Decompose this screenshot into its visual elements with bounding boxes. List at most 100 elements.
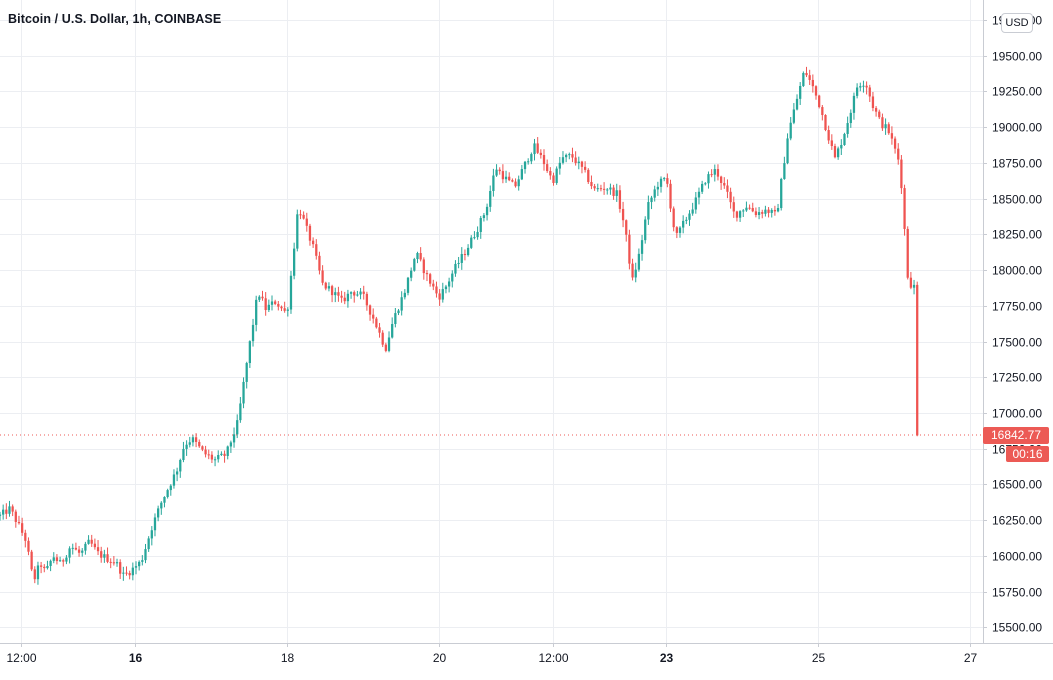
- candle-body: [767, 209, 770, 213]
- candle-body: [274, 301, 277, 304]
- candle-body: [5, 509, 8, 514]
- candle-body: [280, 306, 283, 309]
- candle-body: [232, 434, 236, 443]
- candle-body: [764, 209, 767, 214]
- price-tick-label: 17000.00: [992, 407, 1042, 421]
- candle-body: [514, 181, 517, 187]
- candle-body: [761, 212, 764, 214]
- candle-body: [299, 214, 302, 216]
- candle-body: [245, 363, 248, 382]
- candle-body: [166, 490, 169, 497]
- candle-body: [485, 206, 489, 216]
- candle-body: [495, 169, 498, 176]
- price-tick-label: 19000.00: [992, 121, 1042, 135]
- candle-body: [596, 188, 599, 190]
- candle-body: [783, 163, 786, 180]
- candle-body: [533, 143, 536, 155]
- candle-body: [818, 95, 821, 108]
- candle-body: [906, 228, 909, 278]
- candle-body: [293, 248, 296, 276]
- candle-body: [890, 133, 894, 139]
- candle-body: [571, 154, 574, 158]
- candle-body: [30, 551, 33, 570]
- candle-body: [678, 227, 682, 233]
- candle-body: [236, 420, 239, 435]
- candle-body: [650, 197, 653, 203]
- candle-body: [368, 305, 372, 315]
- candle-body: [134, 566, 138, 568]
- candle-body: [542, 155, 546, 165]
- candle-body: [909, 277, 913, 288]
- candle-body: [248, 341, 252, 364]
- candle-body: [109, 561, 112, 563]
- candle-body: [141, 560, 144, 562]
- candle-body: [296, 214, 299, 249]
- price-tick-label: 18750.00: [992, 157, 1042, 171]
- candle-body: [128, 573, 131, 576]
- candle-body: [55, 557, 59, 562]
- candle-body: [315, 244, 318, 256]
- candle-body: [770, 209, 773, 213]
- candle-body: [305, 218, 308, 226]
- candle-body: [163, 496, 166, 503]
- candle-body: [840, 144, 843, 149]
- candle-body: [365, 293, 369, 306]
- candle-body: [653, 189, 656, 198]
- candle-body: [258, 296, 261, 300]
- candle-body: [150, 530, 153, 539]
- time-tick-label: 12:00: [538, 651, 568, 665]
- candle-body: [546, 164, 549, 171]
- candle-body: [520, 169, 524, 180]
- candle-body: [432, 283, 435, 287]
- candle-body: [62, 560, 65, 562]
- candle-body: [523, 161, 527, 170]
- candle-body: [558, 162, 561, 169]
- candle-body: [568, 154, 571, 156]
- candle-body: [24, 532, 27, 541]
- candle-body: [422, 259, 425, 274]
- candle-body: [479, 218, 482, 232]
- candle-body: [147, 538, 150, 550]
- candle-body: [65, 557, 68, 562]
- candle-body: [473, 237, 476, 239]
- candle-body: [893, 138, 897, 149]
- time-axis[interactable]: 12:00 16 18 20 12:00 23 25 27: [6, 643, 977, 665]
- price-tick-label: 17500.00: [992, 336, 1042, 350]
- candle-body: [93, 543, 97, 548]
- price-tick-label: 19250.00: [992, 85, 1042, 99]
- candle-body: [795, 98, 799, 110]
- candle-body: [682, 220, 685, 228]
- candle-body: [372, 314, 375, 319]
- candle-body: [321, 270, 324, 283]
- candle-body: [694, 197, 697, 210]
- candle-body: [90, 539, 93, 544]
- candle-body: [590, 181, 593, 187]
- axes: [0, 0, 1053, 644]
- candle-body: [100, 551, 103, 558]
- candle-body: [391, 324, 394, 338]
- candle-body: [549, 170, 552, 176]
- candle-body: [226, 446, 229, 456]
- candle-body: [723, 182, 726, 186]
- candle-body: [599, 188, 603, 190]
- candle-body: [346, 293, 350, 302]
- candle-body: [868, 87, 871, 97]
- candle-body: [517, 179, 520, 187]
- candle-body: [666, 178, 669, 184]
- price-tick-label: 18250.00: [992, 228, 1042, 242]
- last-price-label: 16842.77: [983, 427, 1049, 444]
- candle-body: [198, 441, 201, 447]
- candle-body: [39, 565, 43, 567]
- candle-body: [406, 277, 410, 293]
- candle-body: [738, 211, 742, 218]
- candle-body: [403, 292, 406, 298]
- candle-body: [511, 180, 514, 182]
- currency-button[interactable]: USD: [1001, 13, 1033, 33]
- candle-body: [81, 550, 84, 553]
- candle-body: [261, 296, 264, 299]
- candle-body: [527, 161, 530, 163]
- candle-body: [476, 231, 479, 238]
- price-axis[interactable]: 15500.00 15750.00 16000.00 16250.00 16500.00…: [983, 14, 1042, 635]
